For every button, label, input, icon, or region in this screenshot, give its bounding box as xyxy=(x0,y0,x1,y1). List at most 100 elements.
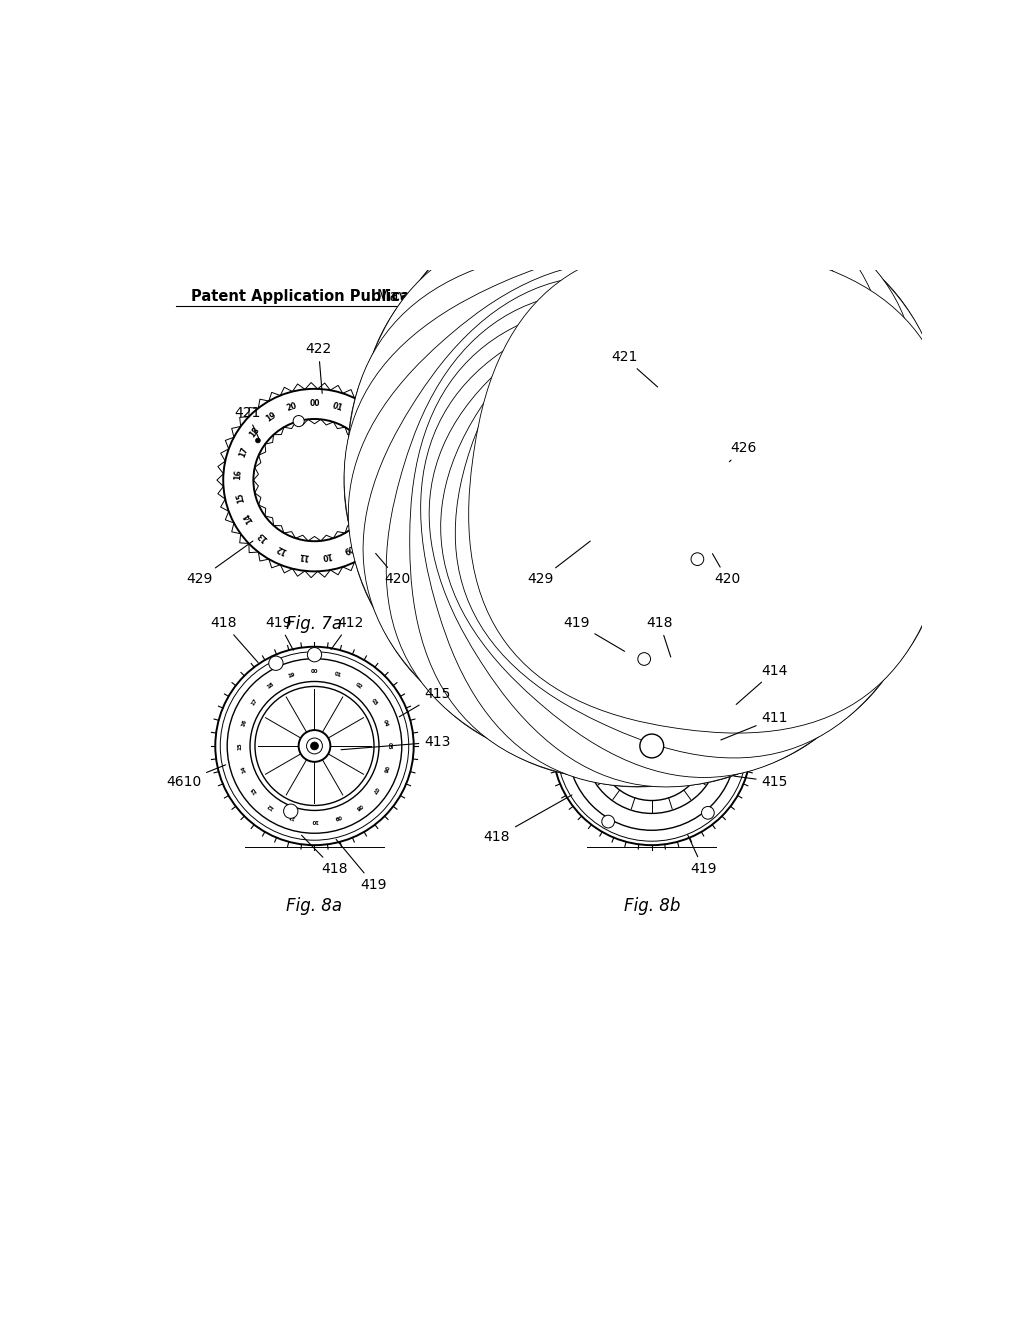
Text: 429: 429 xyxy=(186,541,253,586)
Polygon shape xyxy=(740,458,752,469)
Text: 12: 12 xyxy=(266,803,275,810)
Polygon shape xyxy=(693,557,707,570)
Circle shape xyxy=(593,421,711,540)
FancyBboxPatch shape xyxy=(364,173,874,684)
Text: 03: 03 xyxy=(368,425,381,440)
Polygon shape xyxy=(597,557,610,570)
Text: 422: 422 xyxy=(305,342,332,393)
Text: 14: 14 xyxy=(242,511,255,525)
Text: 414: 414 xyxy=(736,664,788,705)
Text: 02: 02 xyxy=(350,411,365,424)
FancyBboxPatch shape xyxy=(421,174,918,669)
Text: 16: 16 xyxy=(241,718,248,727)
Text: 11: 11 xyxy=(297,550,309,561)
Text: 10: 10 xyxy=(319,550,332,561)
Circle shape xyxy=(310,742,318,750)
Text: 10: 10 xyxy=(319,550,332,561)
Text: 05: 05 xyxy=(386,469,395,480)
Text: 11: 11 xyxy=(287,813,296,820)
Polygon shape xyxy=(555,441,567,454)
Text: 418: 418 xyxy=(483,795,572,845)
Text: 15: 15 xyxy=(238,742,243,750)
Circle shape xyxy=(554,383,750,578)
Polygon shape xyxy=(679,384,691,396)
FancyBboxPatch shape xyxy=(348,227,835,715)
Text: 14: 14 xyxy=(241,764,248,774)
Polygon shape xyxy=(663,569,675,579)
Text: 08: 08 xyxy=(359,529,374,543)
FancyBboxPatch shape xyxy=(344,202,848,708)
Polygon shape xyxy=(555,507,567,520)
Polygon shape xyxy=(562,425,575,438)
FancyBboxPatch shape xyxy=(348,244,835,733)
Text: Fig. 7a: Fig. 7a xyxy=(287,615,343,634)
Text: 05: 05 xyxy=(386,469,395,480)
Polygon shape xyxy=(562,521,575,535)
Text: May 3, 2012   Sheet 4 of 5: May 3, 2012 Sheet 4 of 5 xyxy=(377,289,569,305)
FancyBboxPatch shape xyxy=(386,174,883,669)
Polygon shape xyxy=(740,491,752,503)
Text: 19: 19 xyxy=(265,411,279,424)
Text: 15: 15 xyxy=(234,491,246,503)
Circle shape xyxy=(638,652,650,665)
Text: Patent Application Publication: Patent Application Publication xyxy=(191,289,443,305)
Text: 18: 18 xyxy=(266,681,275,690)
Text: 18: 18 xyxy=(248,425,262,440)
FancyBboxPatch shape xyxy=(456,202,959,708)
Text: 418: 418 xyxy=(210,616,258,663)
Text: 420: 420 xyxy=(376,553,411,586)
Text: Fig. 7b: Fig. 7b xyxy=(624,615,680,634)
Text: 04: 04 xyxy=(379,446,391,459)
Polygon shape xyxy=(646,572,657,581)
Text: 06: 06 xyxy=(382,764,389,774)
FancyBboxPatch shape xyxy=(348,182,863,697)
Text: Fig. 8a: Fig. 8a xyxy=(287,896,343,915)
Text: 429: 429 xyxy=(527,541,590,586)
Circle shape xyxy=(293,416,304,426)
Text: 13: 13 xyxy=(250,785,259,795)
Text: 17: 17 xyxy=(250,698,259,706)
Polygon shape xyxy=(707,546,721,561)
FancyBboxPatch shape xyxy=(429,173,940,684)
Text: Fig. 8b: Fig. 8b xyxy=(624,896,680,915)
Text: 04: 04 xyxy=(382,718,389,727)
Text: 09: 09 xyxy=(341,543,354,556)
Circle shape xyxy=(223,389,406,572)
Text: 413: 413 xyxy=(341,735,451,750)
Text: 419: 419 xyxy=(563,616,625,651)
Text: 16: 16 xyxy=(233,469,244,480)
Text: 01: 01 xyxy=(331,401,343,413)
Text: 12: 12 xyxy=(274,543,288,556)
Text: 08: 08 xyxy=(359,529,374,543)
FancyBboxPatch shape xyxy=(456,253,959,758)
Text: 419: 419 xyxy=(336,840,387,892)
Text: 08: 08 xyxy=(353,801,362,810)
Text: 07: 07 xyxy=(374,511,387,525)
Polygon shape xyxy=(679,564,691,577)
Text: 03: 03 xyxy=(368,425,381,440)
Polygon shape xyxy=(719,535,732,549)
Text: 01: 01 xyxy=(331,401,343,413)
Text: 09: 09 xyxy=(333,813,342,820)
Text: 05: 05 xyxy=(386,742,391,750)
Polygon shape xyxy=(736,441,749,454)
Text: 419: 419 xyxy=(688,834,717,876)
Text: 06: 06 xyxy=(383,491,394,503)
Polygon shape xyxy=(552,458,563,469)
FancyBboxPatch shape xyxy=(410,300,894,783)
FancyBboxPatch shape xyxy=(410,178,894,660)
Text: 16: 16 xyxy=(233,469,244,480)
Polygon shape xyxy=(571,412,585,425)
Text: 421: 421 xyxy=(610,350,657,387)
Text: 00: 00 xyxy=(309,400,319,408)
Text: 00: 00 xyxy=(310,669,318,675)
Text: 04: 04 xyxy=(379,446,391,459)
FancyBboxPatch shape xyxy=(469,244,955,733)
Text: 415: 415 xyxy=(399,688,451,717)
Text: 13: 13 xyxy=(256,529,269,543)
Text: 19: 19 xyxy=(287,672,296,678)
Text: 09: 09 xyxy=(341,543,354,556)
Polygon shape xyxy=(612,384,625,396)
Polygon shape xyxy=(663,380,675,391)
Circle shape xyxy=(701,807,714,820)
